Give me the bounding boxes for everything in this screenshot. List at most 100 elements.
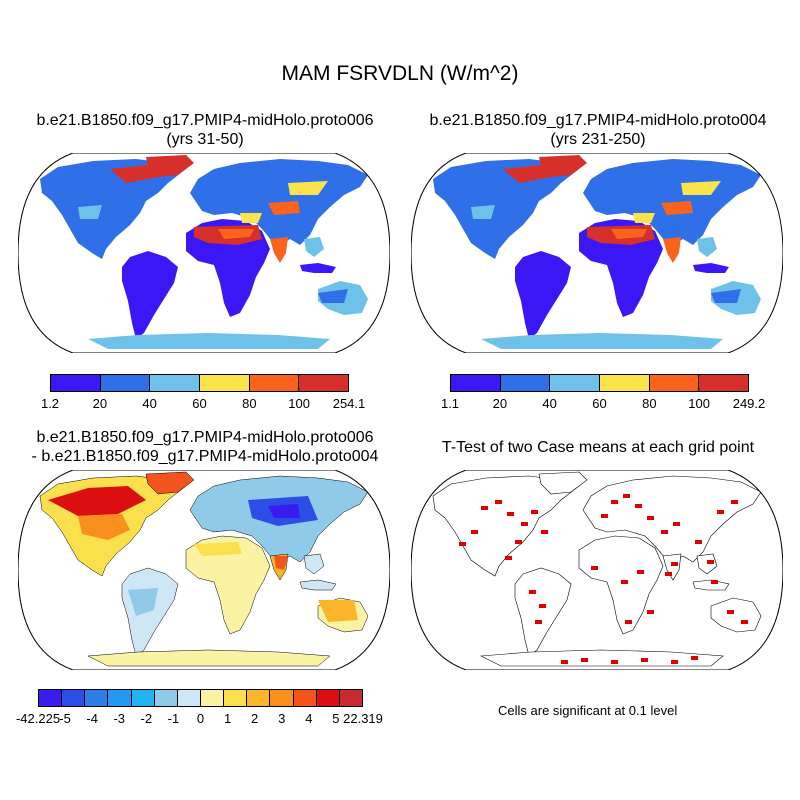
significant-cell: [601, 514, 608, 518]
colorbar-tick-label: -1: [167, 711, 180, 726]
field-patch: [268, 201, 300, 215]
colorbar-tick-label: 40: [142, 396, 157, 411]
land-se-asia: [303, 553, 325, 575]
significant-cell: [531, 510, 538, 514]
land-south-america: [121, 567, 179, 657]
colorbar-swatch: [200, 690, 225, 706]
map-border: [411, 153, 783, 353]
colorbar-swatch: [299, 375, 349, 391]
colorbar-tick-label: 0: [196, 711, 205, 726]
significant-cell: [661, 530, 668, 534]
field-patch: [711, 289, 741, 303]
colorbar-tick-label: 100: [688, 396, 711, 411]
colorbar-swatch: [339, 690, 362, 706]
land-india: [662, 553, 682, 581]
colorbar-swatch: [39, 690, 63, 706]
land-africa: [185, 535, 271, 635]
land-indonesia: [300, 263, 336, 273]
significant-cell: [717, 510, 724, 514]
colorbar-swatch: [451, 375, 501, 391]
land-africa: [579, 219, 663, 317]
map-border: [18, 153, 390, 353]
land-antarctica: [88, 333, 330, 349]
land-antarctica: [481, 333, 723, 349]
field-patch: [78, 205, 102, 219]
colorbar-swatch: [316, 690, 340, 706]
colorbar-tick-label: 3: [278, 711, 286, 726]
colorbar-swatch: [154, 690, 178, 706]
colorbar-tick-label: 40: [542, 396, 557, 411]
significant-cell: [515, 540, 522, 544]
panel-title-line2: (yrs 231-250): [550, 131, 646, 148]
significant-cell: [495, 500, 502, 504]
colorbar-swatch: [131, 690, 155, 706]
significant-cell: [507, 512, 514, 516]
significant-cell: [529, 590, 536, 594]
colorbar-swatch: [150, 375, 201, 391]
colorbar-tick-label: -42.225: [15, 711, 61, 726]
significant-cell: [665, 572, 672, 576]
significant-cell: [641, 658, 648, 662]
panel-title-line1: b.e21.B1850.f09_g17.PMIP4-midHolo.proto0…: [429, 112, 767, 129]
land-south-america: [515, 251, 571, 339]
colorbar-tick-label: 1.1: [440, 396, 460, 411]
colorbar-swatch: [293, 690, 317, 706]
land-eurasia: [583, 159, 761, 245]
land-layer: [40, 155, 368, 349]
map-top-right: [411, 153, 783, 353]
land-layer: [432, 471, 762, 667]
map-bottom-right: [411, 470, 783, 670]
significant-cell: [647, 610, 654, 614]
land-greenland: [146, 155, 194, 177]
land-india: [663, 237, 681, 263]
significant-cell: [521, 522, 528, 526]
field-patch: [194, 542, 242, 556]
colorbar-swatch: [108, 690, 132, 706]
colorbar-tick-label: 4: [305, 711, 313, 726]
colorbar-tick-label: 22.319: [343, 711, 383, 726]
land-north-america: [40, 159, 186, 259]
colorbar-tick-label: 60: [592, 396, 607, 411]
field-patch: [274, 556, 288, 570]
colorbar-tick-label: 249.2: [732, 396, 766, 411]
field-patch: [128, 588, 158, 616]
land-india: [270, 237, 288, 263]
colorbar-top-right: [450, 374, 749, 392]
land-indonesia: [299, 579, 337, 591]
land-north-america: [433, 159, 579, 259]
colorbar-swatch: [600, 375, 650, 391]
map-bottom-left: [18, 470, 390, 670]
significant-cell: [623, 494, 630, 498]
significant-cell: [695, 540, 702, 544]
colorbar-swatch: [51, 375, 101, 391]
land-antarctica: [87, 649, 331, 667]
colorbar-swatch: [224, 690, 248, 706]
land-australia: [710, 597, 762, 633]
significant-cell: [581, 658, 588, 662]
significant-cell: [707, 560, 714, 564]
colorbar-tick-label: 20: [492, 396, 508, 411]
significant-cell: [727, 610, 734, 614]
colorbar-tick-label: 1.2: [40, 396, 60, 411]
land-eurasia: [190, 159, 368, 245]
colorbar-swatch: [177, 690, 201, 706]
colorbar-tick-label: -5: [59, 711, 71, 726]
land-layer: [433, 155, 761, 349]
field-patch: [240, 213, 262, 223]
field-patch: [48, 486, 146, 516]
field-patch: [681, 181, 721, 195]
colorbar-tick-label: 100: [288, 396, 311, 411]
land-indonesia: [693, 263, 729, 273]
significant-cell: [731, 500, 738, 504]
colorbar-tick-label: 5: [332, 711, 340, 726]
figure-title: MAM FSRVDLN (W/m^2): [281, 62, 519, 85]
significant-cell: [611, 660, 618, 664]
panel-title-bottom-right: T-Test of two Case means at each grid po…: [403, 438, 793, 457]
panel-title-top-right: b.e21.B1850.f09_g17.PMIP4-midHolo.proto0…: [403, 111, 793, 149]
land-africa: [186, 219, 270, 317]
map-top-left: [18, 153, 390, 353]
significant-cell: [591, 566, 598, 570]
colorbar-swatch: [100, 375, 151, 391]
significant-cell: [637, 570, 644, 574]
map-border: [411, 470, 783, 670]
